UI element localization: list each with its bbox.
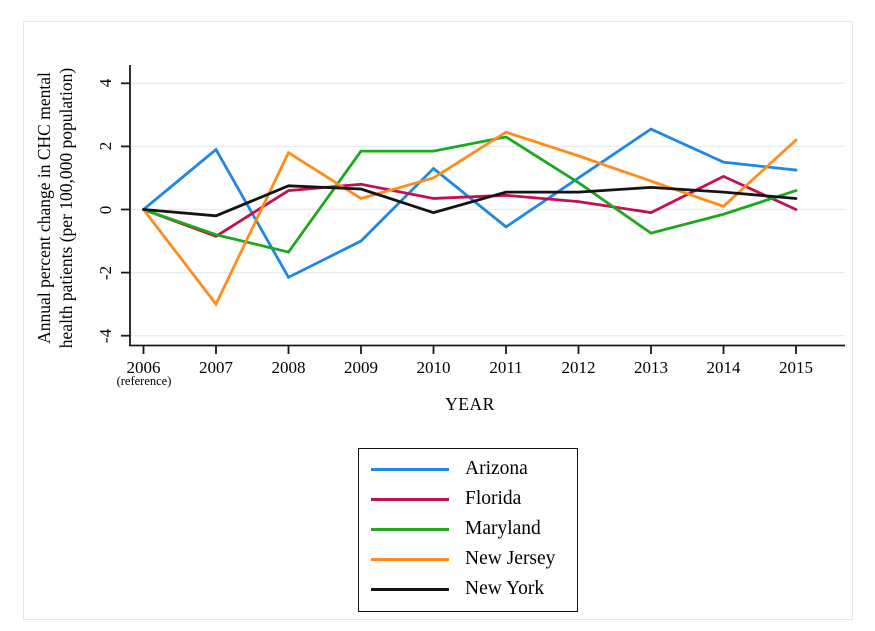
legend-line-swatch [371,557,449,561]
legend-label: Maryland [465,518,541,539]
series-line-new-york [142,184,798,218]
x-tick-label: 2006 [126,358,161,377]
x-tick-label: 2015 [779,358,813,377]
legend-label: New Jersey [465,548,556,569]
x-tick-label: 2009 [344,358,378,377]
x-axis-reference-note: (reference) [116,374,172,388]
series-line-new-jersey [142,130,798,307]
y-tick-label: 4 [96,79,115,88]
y-tick-label: 2 [96,142,115,151]
y-axis-title-line1: Annual percent change in CHC mental [34,72,54,344]
series-line-maryland [142,135,798,254]
legend-item-new-york: New York [359,574,577,604]
legend-item-arizona: Arizona [359,454,577,484]
x-tick-label: 2012 [561,358,596,377]
legend-line-swatch [371,497,449,501]
legend-line-swatch [371,467,449,471]
x-tick-label: 2014 [706,358,741,377]
legend-item-florida: Florida [359,484,577,514]
y-axis-title: Annual percent change in CHC mental heal… [33,0,79,418]
legend-label: New York [465,578,545,599]
x-tick-label: 2008 [271,358,306,377]
y-axis-title-line2: health patients (per 100,000 population) [56,67,76,349]
legend-label: Florida [465,488,522,509]
legend-label: Arizona [465,458,528,479]
x-tick-label: 2013 [634,358,668,377]
legend-line-swatch [371,587,449,591]
x-tick-label: 2011 [489,358,523,377]
y-tick-label: 0 [96,205,115,214]
y-tick-label: -2 [96,265,115,280]
x-tick-label: 2010 [416,358,451,377]
legend: Arizona Florida Maryland New Jersey New York [358,448,578,612]
x-tick-label: 2007 [199,358,233,377]
legend-line-swatch [371,527,449,531]
x-axis-title: YEAR [445,394,495,414]
legend-item-maryland: Maryland [359,514,577,544]
legend-item-new-jersey: New Jersey [359,544,577,574]
